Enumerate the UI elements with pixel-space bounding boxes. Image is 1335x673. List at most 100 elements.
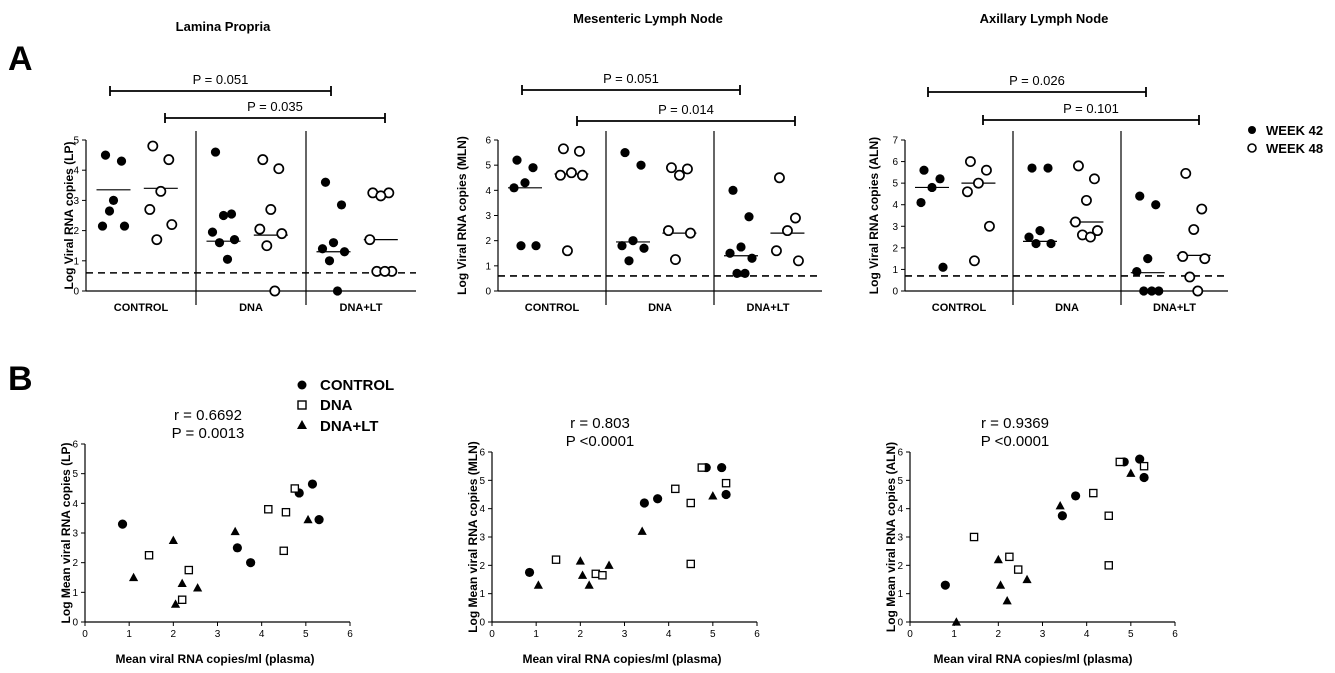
y-axis-title: Log Viral RNA copies (LP) [62,141,76,289]
y-tick-label: 4 [72,499,78,510]
point-dna [279,546,288,556]
point-dna [281,507,291,517]
y-tick-label: 3 [73,196,79,207]
point-week42 [927,182,937,193]
point-week48 [1199,253,1211,265]
y-tick-label: 3 [72,529,78,540]
x-tick-label: 5 [1128,629,1134,640]
point-dna [969,532,979,542]
point-week48 [257,154,269,166]
point-week42 [531,241,541,251]
point-week42 [740,268,750,278]
y-tick-label: 5 [897,476,903,487]
point-week48 [980,164,992,176]
point-control [232,543,242,553]
point-week48 [1080,194,1092,206]
point-dnalt [575,556,585,565]
point-dna [1139,461,1149,471]
point-control [1057,511,1067,521]
point-week42 [728,185,738,195]
point-week42 [624,256,634,266]
point-week48 [983,220,995,232]
point-dna [1115,457,1125,467]
point-control [117,519,128,529]
p-value-label: P = 0.035 [247,99,303,114]
point-dnalt [604,560,614,569]
point-week48 [144,204,156,215]
x-tick-label: 1 [951,629,957,640]
point-dna [671,484,680,494]
point-week48 [576,169,588,181]
point-week48 [276,228,288,240]
point-dna [551,555,561,564]
point-dna [686,498,696,508]
point-week48 [254,223,266,235]
y-tick-label: 2 [73,226,79,237]
point-dnalt [1126,468,1136,477]
point-week48 [1177,251,1189,262]
x-tick-label: 0 [489,629,495,640]
point-week42 [1043,163,1053,173]
legend-marker-dna [297,400,307,410]
point-dnalt [577,570,588,579]
y-tick-label: 6 [479,448,485,459]
point-week42 [1135,191,1145,201]
x-axis-title: Mean viral RNA copies/ml (plasma) [116,652,315,666]
x-axis-title: Mean viral RNA copies/ml (plasma) [523,652,722,666]
point-week48 [554,169,566,181]
point-dna [1013,565,1023,574]
point-control [246,558,256,568]
point-week42 [1024,232,1034,242]
y-tick-label: 4 [485,186,491,197]
y-tick-label: 1 [73,256,79,267]
x-tick-label: 4 [1084,629,1090,640]
point-week48 [770,245,782,257]
point-week48 [565,167,577,179]
point-week48 [557,143,569,155]
point-dnalt [1022,574,1032,584]
x-axis-title: Mean viral RNA copies/ml (plasma) [934,652,1133,666]
point-week42 [317,244,328,254]
point-dna [697,463,707,472]
point-week42 [1132,266,1142,277]
point-dna [177,595,187,605]
point-week48 [673,169,685,181]
point-week48 [781,225,793,237]
legend-label-dnalt: DNA+LT [320,418,378,435]
legend-label-control: CONTROL [320,377,394,394]
point-week42 [332,286,343,296]
point-dnalt [637,526,647,535]
point-week42 [528,163,538,173]
x-tick-label: 1 [126,629,132,640]
point-week42 [639,243,649,253]
x-tick-label: 2 [171,629,177,640]
group-label: DNA [1055,302,1079,314]
y-tick-label: 3 [485,211,491,222]
point-control [717,462,727,473]
y-tick-label: 1 [485,261,491,272]
y-tick-label: 5 [73,136,79,147]
point-dnalt [533,580,543,589]
x-tick-label: 0 [82,629,88,640]
legend-label-week42: WEEK 42 [1266,123,1323,138]
point-week42 [732,268,742,278]
panel-label-b: B [8,360,33,398]
x-tick-label: 4 [666,629,672,640]
point-dnalt [170,599,181,608]
point-week42 [725,248,735,258]
point-dnalt [1002,595,1012,605]
x-tick-label: 6 [1172,629,1178,640]
point-week48 [1072,160,1084,172]
point-dna [686,559,696,569]
y-axis-title: Log Mean viral RNA copies (MLN) [466,441,480,633]
point-dna [184,565,194,575]
point-control [653,494,663,504]
point-week48 [1184,271,1196,283]
point-week48 [961,186,973,198]
point-dnalt [128,572,139,582]
y-tick-label: 2 [72,558,78,569]
r-value-label: r = 0.6692 [174,407,242,424]
point-week42 [116,156,127,166]
